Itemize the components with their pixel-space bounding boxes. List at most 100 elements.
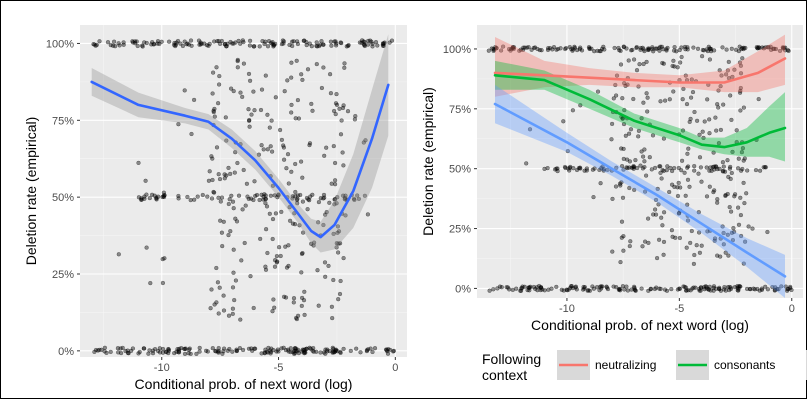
scatter-point — [707, 131, 712, 136]
scatter-point — [163, 349, 169, 354]
scatter-point — [683, 193, 688, 198]
scatter-point — [742, 201, 747, 206]
scatter-point — [646, 240, 651, 245]
scatter-point — [276, 193, 281, 198]
scatter-point — [247, 43, 252, 48]
scatter-point — [202, 41, 207, 46]
scatter-point — [655, 186, 660, 191]
scatter-point — [738, 63, 743, 68]
scatter-point — [671, 48, 677, 53]
scatter-point — [783, 284, 788, 289]
scatter-point — [151, 42, 156, 47]
scatter-point — [728, 93, 733, 98]
scatter-point — [340, 105, 346, 111]
scatter-point — [687, 119, 692, 124]
scatter-point — [723, 250, 728, 255]
scatter-point — [382, 40, 387, 45]
scatter-point — [325, 349, 330, 354]
scatter-point — [721, 102, 726, 107]
scatter-point — [567, 165, 572, 170]
scatter-point — [340, 150, 345, 155]
scatter-point — [252, 108, 257, 113]
scatter-point — [228, 171, 233, 176]
scatter-point — [712, 238, 717, 243]
scatter-point — [185, 194, 190, 200]
scatter-point — [224, 138, 229, 143]
scatter-point — [734, 128, 739, 133]
scatter-point — [788, 284, 793, 289]
scatter-point — [316, 200, 321, 205]
scatter-point — [227, 197, 232, 202]
scatter-point — [212, 39, 217, 44]
scatter-point — [763, 284, 768, 289]
scatter-point — [777, 48, 783, 53]
y-tick-label: 75% — [449, 104, 471, 116]
y-tick-label: 25% — [449, 224, 471, 236]
scatter-point — [235, 160, 240, 166]
scatter-point — [182, 39, 187, 44]
scatter-point — [625, 288, 630, 293]
scatter-point — [125, 350, 131, 356]
scatter-point — [563, 165, 568, 171]
scatter-point — [279, 137, 284, 142]
scatter-point — [646, 46, 652, 51]
scatter-point — [664, 48, 669, 53]
scatter-point — [221, 219, 226, 224]
scatter-point — [307, 143, 312, 148]
scatter-point — [97, 347, 102, 352]
scatter-point — [786, 48, 791, 53]
scatter-point — [623, 83, 628, 88]
scatter-point — [289, 60, 294, 65]
scatter-point — [226, 201, 231, 207]
scatter-point — [659, 215, 664, 220]
scatter-point — [264, 204, 270, 209]
scatter-point — [331, 144, 336, 149]
scatter-point — [701, 135, 706, 140]
scatter-point — [150, 192, 155, 197]
x-tick-label: -5 — [674, 303, 684, 315]
scatter-point — [228, 229, 233, 234]
scatter-point — [154, 195, 159, 200]
scatter-point — [270, 149, 275, 154]
scatter-point — [574, 47, 580, 53]
scatter-point — [619, 219, 625, 224]
scatter-point — [621, 234, 626, 239]
scatter-point — [525, 288, 530, 293]
scatter-point — [729, 230, 734, 235]
scatter-point — [725, 68, 730, 73]
scatter-point — [510, 45, 515, 50]
scatter-point — [650, 133, 656, 138]
scatter-point — [341, 163, 346, 168]
scatter-point — [316, 303, 321, 308]
scatter-point — [587, 46, 592, 51]
scatter-point — [231, 41, 236, 46]
scatter-point — [265, 112, 270, 117]
scatter-point — [266, 38, 272, 44]
scatter-point — [275, 259, 280, 264]
scatter-point — [231, 247, 236, 252]
scatter-point — [335, 195, 340, 200]
scatter-point — [261, 197, 266, 202]
scatter-point — [299, 270, 304, 275]
scatter-point — [210, 91, 215, 96]
scatter-point — [391, 349, 396, 354]
scatter-point — [265, 250, 270, 256]
scatter-point — [582, 286, 587, 291]
scatter-point — [741, 261, 746, 266]
scatter-point — [157, 346, 162, 351]
scatter-point — [321, 222, 326, 228]
scatter-point — [290, 221, 295, 226]
scatter-point — [645, 46, 651, 51]
scatter-point — [177, 346, 182, 351]
scatter-point — [329, 181, 334, 186]
scatter-point — [520, 284, 525, 289]
scatter-point — [735, 166, 741, 171]
scatter-point — [258, 236, 263, 241]
scatter-point — [146, 351, 151, 356]
scatter-point — [182, 347, 188, 352]
scatter-point — [574, 287, 579, 292]
scatter-point — [726, 253, 731, 258]
scatter-point — [220, 351, 225, 356]
scatter-point — [659, 44, 664, 49]
scatter-point — [691, 261, 696, 266]
